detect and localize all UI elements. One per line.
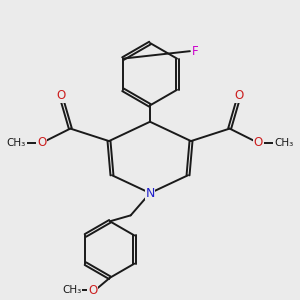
Text: CH₃: CH₃ [62,285,82,295]
Text: F: F [192,45,199,58]
Text: O: O [254,136,263,149]
Text: N: N [145,187,155,200]
Text: CH₃: CH₃ [274,138,293,148]
Text: CH₃: CH₃ [7,138,26,148]
Text: O: O [235,89,244,102]
Text: O: O [88,284,97,297]
Text: O: O [56,89,65,102]
Text: O: O [37,136,46,149]
